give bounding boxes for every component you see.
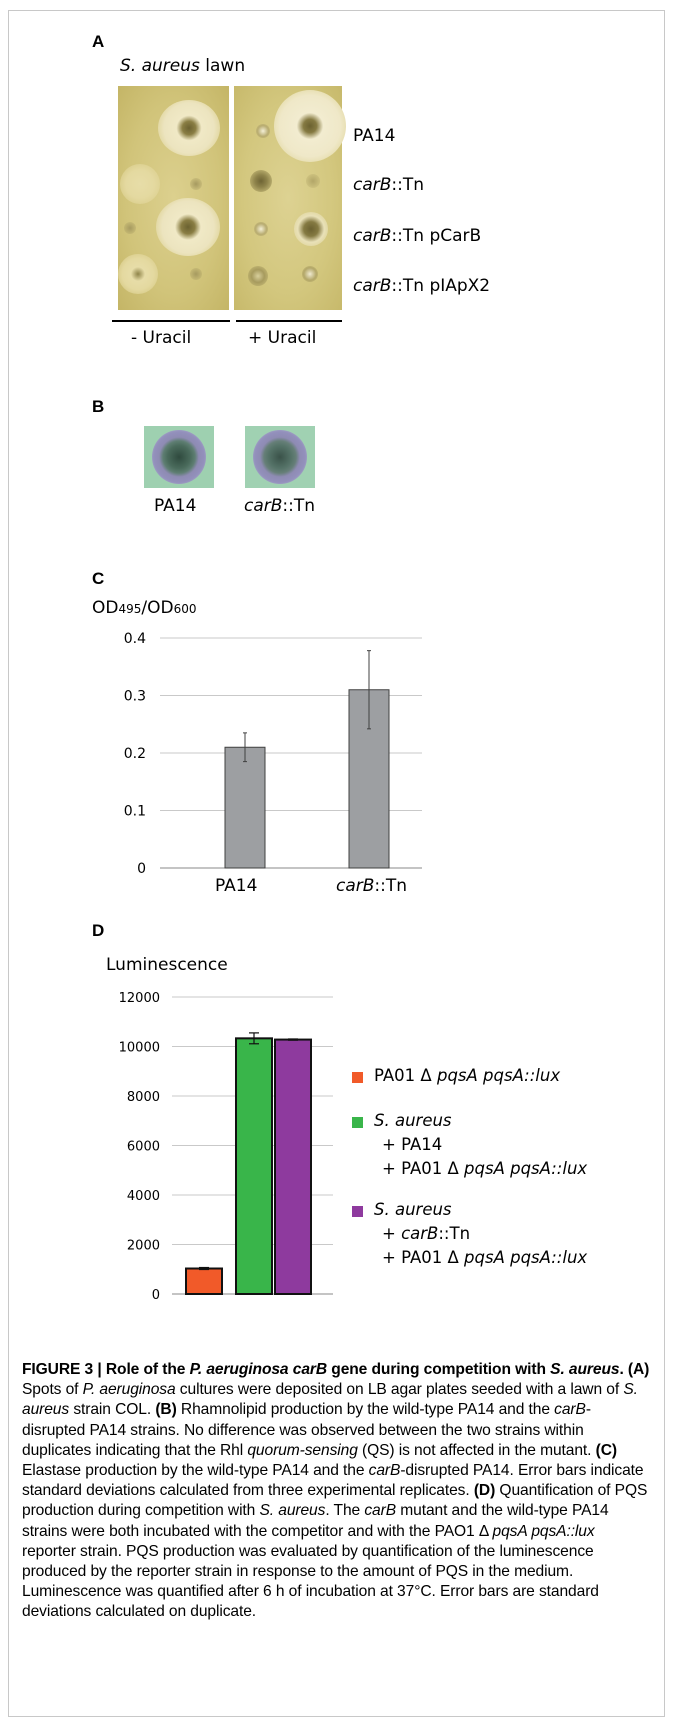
figure-frame (8, 10, 665, 1717)
d-ylabel: Luminescence (106, 955, 228, 975)
row-label-2: carB::Tn (353, 175, 425, 195)
caption-body: (A) Spots of P. aeruginosa cultures were… (22, 1361, 650, 1621)
underline-plus-uracil (236, 320, 342, 322)
spot-b3 (254, 222, 268, 236)
d-legend-text: PA01 Δ pqsA pqsA::lux (374, 1066, 561, 1085)
spot-b1c (274, 90, 346, 162)
row-label-4: carB::Tn pIApX2 (353, 276, 491, 296)
rhamnolipid-plate-pa14 (144, 426, 214, 488)
row-label-1: PA14 (353, 126, 396, 146)
spot-a1 (158, 100, 220, 156)
c-tick-label: 0 (137, 861, 146, 877)
d-bar (185, 1267, 223, 1295)
d-bar (274, 1038, 312, 1295)
d-legend-text: S. aureus (374, 1200, 452, 1219)
spot-b1 (256, 124, 270, 138)
d-tick-label: 4000 (127, 1189, 160, 1204)
b-label-carb: carB::Tn (244, 496, 316, 516)
c-category-carb: carB::Tn (336, 876, 408, 896)
d-legend-text: + PA01 Δ pqsA pqsA::lux (382, 1159, 588, 1178)
d-tick-label: 2000 (127, 1239, 160, 1254)
d-tick-label: 6000 (127, 1140, 160, 1155)
row-label-3: carB::Tn pCarB (353, 226, 482, 246)
spot-b4b (302, 266, 318, 282)
d-tick-label: 8000 (127, 1090, 160, 1105)
figure-caption: FIGURE 3 | Role of the P. aeruginosa car… (22, 1360, 652, 1623)
panel-b-letter: B (92, 397, 105, 416)
panel-a-title: S. aureus lawn (120, 56, 246, 76)
panel-d-letter: D (92, 921, 105, 940)
spot-a2b (190, 178, 202, 190)
d-legend-swatch (352, 1117, 363, 1128)
halo-carb (253, 430, 307, 484)
b-label-pa14: PA14 (154, 496, 197, 516)
label-minus-uracil: - Uracil (131, 328, 192, 348)
rhamnolipid-plate-carb (245, 426, 315, 488)
underline-minus-uracil (112, 320, 230, 322)
spot-b2 (250, 170, 272, 192)
caption-title: FIGURE 3 | Role of the P. aeruginosa car… (22, 1361, 624, 1378)
d-legend-swatch (352, 1206, 363, 1217)
panel-c-letter: C (92, 569, 105, 588)
plate-plus-uracil (234, 86, 346, 310)
plate-minus-uracil (118, 86, 229, 310)
d-bar (235, 1037, 273, 1296)
d-tick-label: 0 (152, 1288, 160, 1303)
c-tick-label: 0.1 (124, 804, 146, 820)
spot-a2 (120, 164, 160, 204)
label-plus-uracil: + Uracil (248, 328, 317, 348)
c-tick-label: 0.4 (124, 631, 146, 647)
spot-b4 (248, 266, 268, 286)
d-tick-label: 10000 (119, 1041, 160, 1056)
c-tick-label: 0.2 (124, 746, 146, 762)
chart-c: 0 0.1 0.2 0.3 0.4 (124, 631, 422, 877)
spot-a3b (124, 222, 136, 234)
d-legend-text: + PA01 Δ pqsA pqsA::lux (382, 1248, 588, 1267)
halo-pa14 (152, 430, 206, 484)
d-legend-text: S. aureus (374, 1111, 452, 1130)
c-ylabel: OD495/OD600 (92, 598, 197, 618)
spot-b3c (294, 212, 328, 246)
c-category-pa14: PA14 (215, 876, 258, 896)
d-legend-swatch (352, 1072, 363, 1083)
c-bar (224, 746, 266, 869)
spot-a4 (118, 254, 158, 294)
c-tick-label: 0.3 (124, 689, 146, 705)
d-tick-label: 12000 (119, 991, 160, 1006)
chart-d: 0 2000 4000 6000 8000 10000 12000 (119, 991, 333, 1303)
spot-b2b (306, 174, 320, 188)
spot-a3 (156, 198, 220, 256)
d-legend-text: + carB::Tn (382, 1224, 471, 1243)
d-legend-text: + PA14 (382, 1135, 443, 1154)
spot-a4b (190, 268, 202, 280)
panel-a-letter: A (92, 32, 105, 51)
